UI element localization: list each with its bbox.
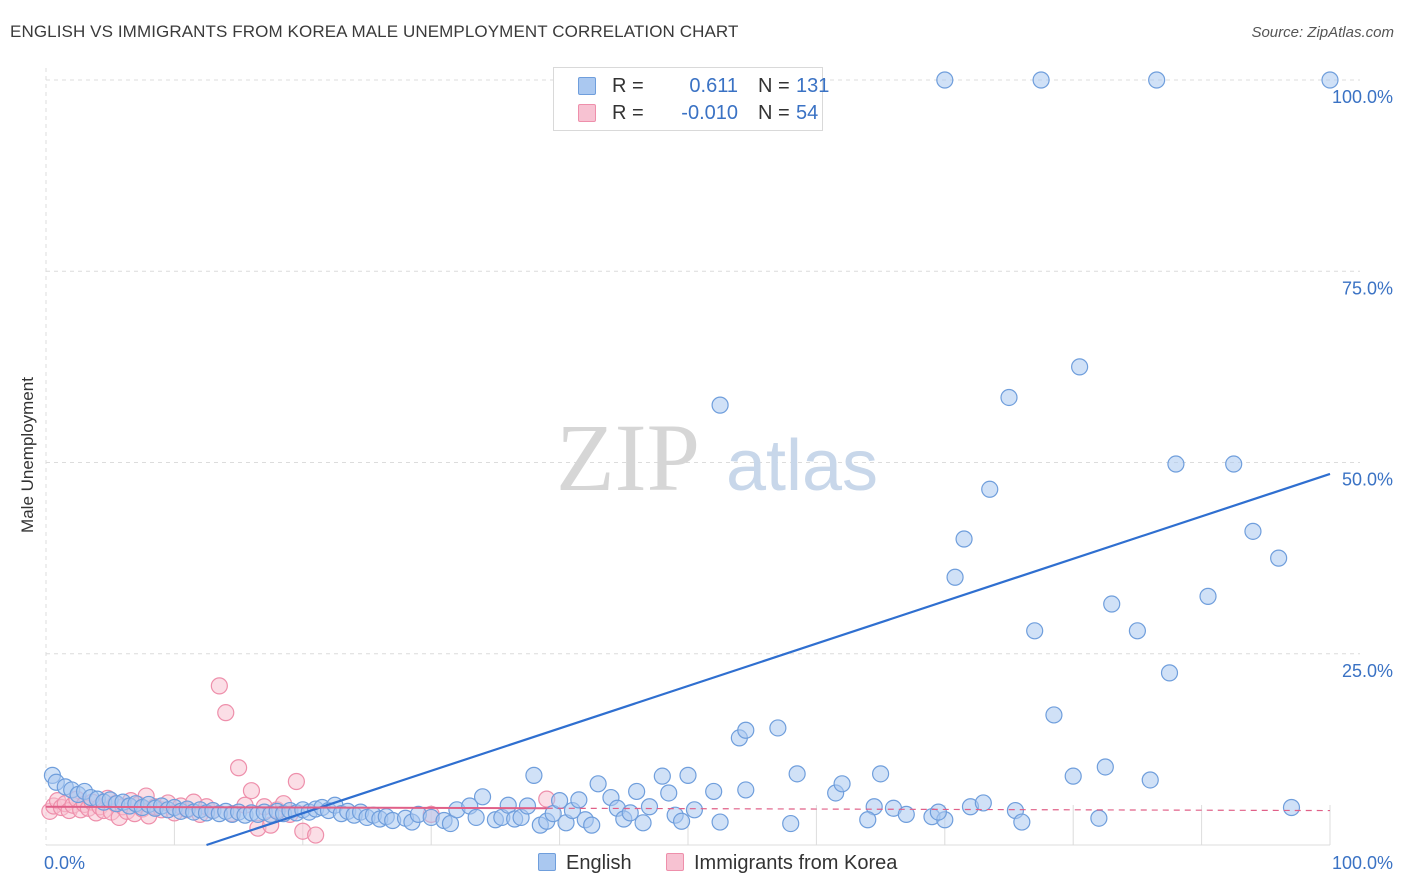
- english-point: [1199, 587, 1217, 605]
- r-label: R =: [612, 75, 644, 97]
- n-label: N =: [758, 102, 790, 124]
- bottom-legend-english: English: [538, 852, 632, 875]
- english-point: [711, 396, 729, 414]
- korea-point: [217, 704, 235, 722]
- watermark-zip: ZIP: [556, 404, 700, 511]
- english-point: [640, 798, 659, 816]
- english-series: [43, 71, 1339, 834]
- watermark-atlas: atlas: [726, 426, 878, 506]
- english-point: [660, 784, 678, 802]
- x-tick-label: 100.0%: [1332, 853, 1393, 873]
- korea-point: [307, 826, 325, 844]
- english-point: [518, 797, 537, 815]
- korea-trend-line: [45, 805, 547, 810]
- english-point: [871, 765, 890, 783]
- english-legend-swatch: [538, 853, 556, 871]
- korea-point: [210, 677, 228, 695]
- english-point: [672, 812, 691, 830]
- korea-point: [230, 759, 248, 777]
- english-point: [897, 805, 915, 824]
- english-point: [525, 766, 543, 784]
- grid-lines: [45, 68, 1360, 846]
- english-point: [782, 814, 800, 833]
- english-point: [1013, 813, 1031, 831]
- english-point: [570, 791, 588, 809]
- english-point: [936, 71, 954, 89]
- korea-point: [242, 782, 261, 800]
- english-point: [974, 794, 992, 812]
- bottom-legend-korea: Immigrants from Korea: [666, 852, 897, 875]
- english-point: [653, 767, 671, 785]
- english-point: [1026, 622, 1044, 640]
- english-point: [769, 719, 787, 737]
- english-point: [1321, 71, 1339, 89]
- english-point: [1103, 595, 1121, 613]
- r-label: R =: [612, 102, 644, 124]
- watermark: ZIP atlas: [556, 404, 878, 511]
- english-point: [859, 811, 877, 829]
- tick-labels: 25.0% 50.0% 75.0% 100.0% 0.0% 100.0%: [44, 87, 1393, 873]
- english-point: [1032, 71, 1050, 89]
- trend-lines: [45, 472, 1331, 847]
- english-point: [1160, 664, 1179, 682]
- english-point: [1096, 758, 1114, 776]
- r-value: -0.010: [681, 102, 738, 124]
- english-point: [737, 781, 755, 799]
- english-point: [929, 803, 947, 821]
- english-point: [1225, 455, 1243, 473]
- english-point: [833, 775, 851, 793]
- english-point: [679, 766, 697, 784]
- x-tick-label: 0.0%: [44, 853, 85, 873]
- source-label: Source: ZipAtlas.com: [1251, 24, 1394, 41]
- english-point: [634, 814, 652, 832]
- english-point: [1244, 522, 1262, 540]
- y-tick-label: 100.0%: [1332, 87, 1393, 107]
- korea-legend-swatch: [666, 853, 684, 871]
- english-point: [1141, 771, 1159, 789]
- english-point: [946, 568, 964, 586]
- english-point: [628, 782, 646, 801]
- english-legend-label: English: [566, 852, 632, 874]
- english-point: [1071, 358, 1089, 376]
- english-swatch: [578, 77, 596, 95]
- english-point: [955, 530, 973, 548]
- english-point: [1167, 455, 1185, 473]
- korea-swatch: [578, 104, 596, 122]
- english-point: [589, 775, 607, 793]
- korea-legend-label: Immigrants from Korea: [694, 852, 898, 874]
- chart-title: ENGLISH VS IMMIGRANTS FROM KOREA MALE UN…: [10, 22, 739, 41]
- english-point: [1090, 809, 1108, 827]
- english-point: [1000, 388, 1018, 407]
- english-point: [1148, 71, 1166, 89]
- english-point: [1045, 706, 1063, 724]
- english-point: [685, 801, 704, 819]
- korea-point: [287, 772, 305, 791]
- english-point: [1128, 622, 1147, 640]
- y-tick-label: 50.0%: [1342, 470, 1393, 490]
- n-label: N =: [758, 75, 790, 97]
- english-point: [467, 808, 485, 827]
- korea-trend-line-extension: [546, 807, 1331, 812]
- english-point: [981, 480, 999, 498]
- r-value: 0.611: [689, 75, 738, 97]
- english-trend-line: [206, 472, 1331, 847]
- english-point: [1064, 767, 1082, 785]
- english-point: [788, 765, 806, 783]
- english-point: [473, 788, 492, 806]
- n-value: 131: [796, 75, 830, 97]
- y-tick-label: 75.0%: [1342, 278, 1393, 298]
- english-point: [441, 814, 460, 833]
- english-point: [711, 813, 729, 831]
- correlation-legend: R = 0.611 N = 131 R = -0.010 N = 54: [553, 67, 829, 131]
- english-point: [583, 816, 601, 834]
- n-value: 54: [796, 102, 819, 124]
- english-point: [1270, 549, 1288, 567]
- english-point: [705, 782, 723, 801]
- english-point: [499, 796, 517, 814]
- y-tick-label: 25.0%: [1342, 661, 1393, 681]
- english-point: [1282, 798, 1301, 817]
- english-point: [737, 721, 755, 739]
